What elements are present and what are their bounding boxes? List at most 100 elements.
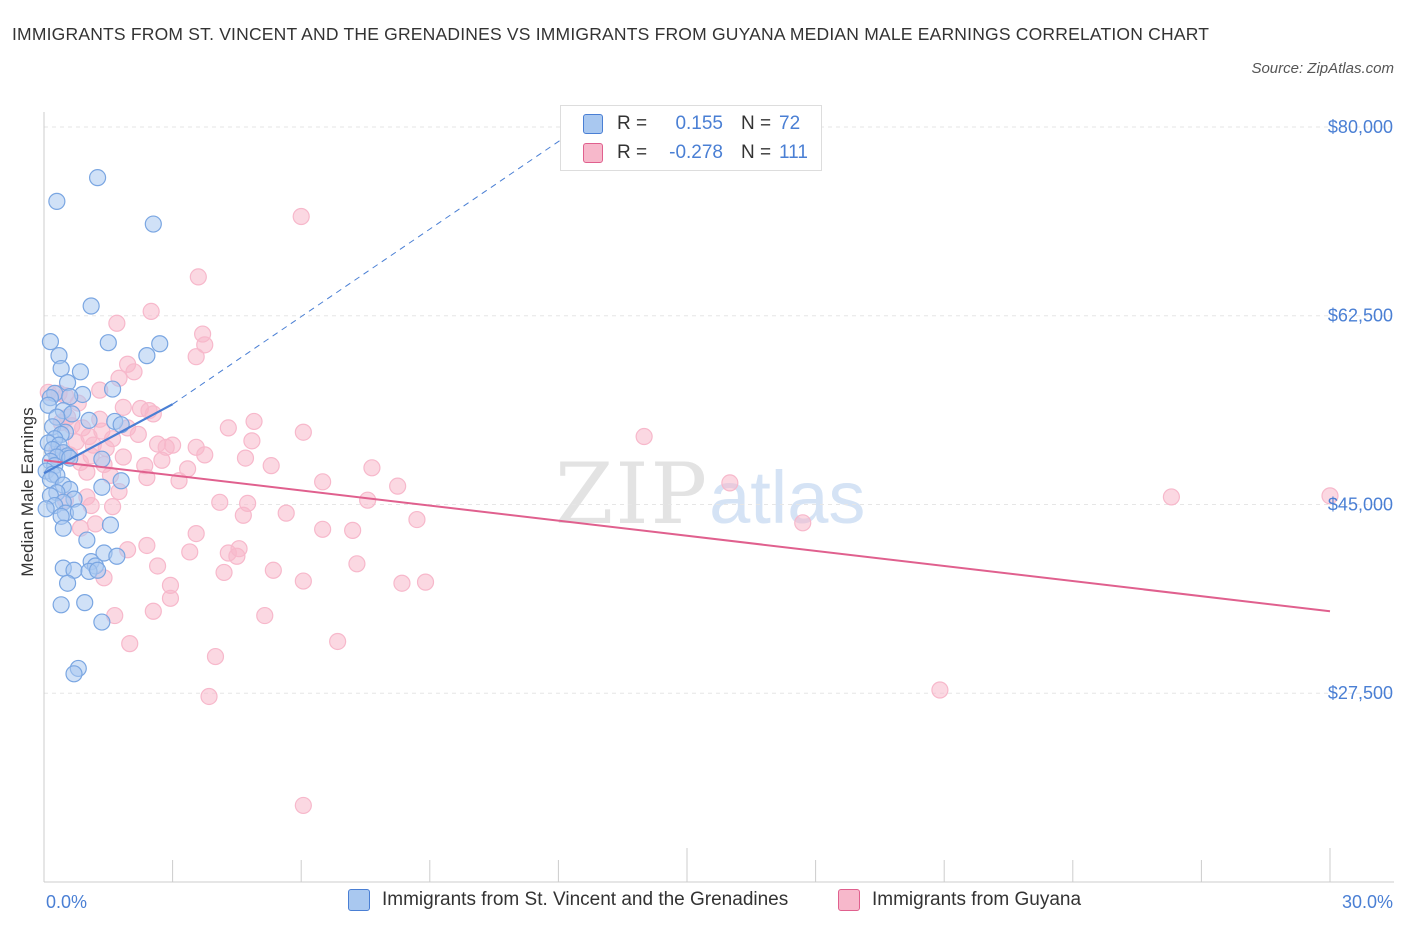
data-point-guyana — [314, 473, 332, 491]
data-point-guyana — [236, 449, 255, 467]
watermark-zip: ZIP — [555, 445, 710, 543]
data-point-st-vincent — [101, 516, 120, 534]
data-point-guyana — [206, 647, 225, 666]
data-point-guyana — [114, 398, 132, 417]
data-point-guyana — [200, 687, 218, 706]
data-point-guyana — [125, 363, 143, 381]
data-point-guyana — [294, 796, 312, 815]
data-point-guyana — [264, 561, 282, 579]
trend-line-guyana — [43, 459, 1331, 613]
legend-label: Immigrants from Guyana — [872, 889, 1082, 910]
data-point-st-vincent — [88, 169, 107, 187]
data-point-guyana — [153, 451, 171, 469]
data-point-guyana — [196, 336, 214, 354]
y-tick-label: $45,000 — [1328, 494, 1393, 514]
data-point-guyana — [148, 557, 167, 575]
data-point-st-vincent — [52, 596, 70, 614]
data-point-guyana — [292, 207, 310, 226]
data-point-st-vincent — [151, 335, 169, 353]
grid-lines — [44, 126, 1394, 694]
data-point-guyana — [329, 632, 347, 651]
data-point-guyana — [138, 536, 156, 555]
data-point-guyana — [142, 302, 160, 321]
legend-item-st-vincent: Immigrants from St. Vincent and the Gren… — [348, 889, 788, 911]
n-value: 72 — [779, 113, 801, 134]
legend-swatch-pink — [838, 889, 860, 911]
n-label: N = — [741, 113, 772, 134]
r-label: R = — [617, 113, 648, 134]
watermark: ZIPatlas — [555, 445, 865, 543]
data-point-guyana — [348, 555, 366, 573]
data-point-guyana — [78, 463, 96, 481]
data-point-guyana — [363, 459, 381, 477]
data-point-guyana — [408, 510, 426, 529]
y-tick-label: $62,500 — [1328, 306, 1393, 326]
data-point-st-vincent — [138, 347, 156, 365]
data-point-st-vincent — [54, 519, 72, 537]
data-point-st-vincent — [39, 396, 57, 414]
legend-swatch-blue — [348, 889, 370, 911]
data-point-st-vincent — [93, 478, 111, 496]
n-label: N = — [741, 142, 772, 163]
r-label: R = — [617, 142, 648, 163]
data-point-st-vincent — [93, 450, 111, 468]
data-point-st-vincent — [48, 192, 66, 210]
data-point-st-vincent — [93, 613, 111, 631]
data-point-guyana — [1321, 487, 1339, 505]
series-guyana — [39, 207, 1339, 815]
data-point-guyana — [211, 493, 229, 511]
legend-swatch-pink — [583, 143, 603, 163]
data-point-st-vincent — [99, 334, 117, 352]
data-point-guyana — [359, 491, 377, 509]
data-point-guyana — [196, 446, 214, 464]
data-point-st-vincent — [41, 333, 60, 351]
data-point-st-vincent — [108, 547, 126, 565]
data-point-guyana — [189, 268, 207, 286]
data-point-st-vincent — [112, 416, 130, 434]
series-st-vincent — [37, 169, 169, 683]
data-point-guyana — [314, 520, 332, 538]
data-point-guyana — [86, 515, 105, 533]
data-point-guyana — [181, 543, 199, 561]
data-point-st-vincent — [88, 561, 107, 579]
chart-title: IMMIGRANTS FROM ST. VINCENT AND THE GREN… — [12, 24, 1210, 44]
data-point-st-vincent — [71, 363, 90, 381]
trend-line-st-vincent — [43, 403, 174, 475]
x-tick-label: 30.0% — [1342, 892, 1393, 912]
legend-row-st-vincent: R = 0.155 N = 72 — [583, 111, 800, 137]
data-point-st-vincent — [82, 297, 100, 315]
data-point-st-vincent — [65, 665, 83, 683]
data-point-guyana — [219, 419, 237, 437]
legend-item-guyana: Immigrants from Guyana — [838, 889, 1081, 911]
data-point-guyana — [114, 448, 132, 466]
data-point-guyana — [393, 574, 411, 592]
trend-extension-st-vincent — [172, 126, 581, 405]
data-point-guyana — [931, 681, 949, 699]
data-point-guyana — [108, 314, 126, 332]
data-point-guyana — [344, 521, 362, 539]
data-point-guyana — [389, 477, 407, 495]
data-point-st-vincent — [144, 215, 162, 233]
data-point-st-vincent — [69, 503, 87, 521]
x-tick-label: 0.0% — [46, 892, 87, 912]
r-value: -0.278 — [669, 142, 723, 163]
data-point-guyana — [230, 540, 248, 558]
data-point-st-vincent — [103, 380, 122, 398]
data-point-guyana — [277, 504, 295, 522]
data-point-st-vincent — [112, 472, 130, 490]
data-point-st-vincent — [80, 411, 98, 429]
data-point-guyana — [187, 348, 205, 366]
y-tick-label: $27,500 — [1328, 683, 1393, 703]
data-point-guyana — [243, 432, 261, 450]
y-tick-label: $80,000 — [1328, 117, 1393, 137]
data-point-st-vincent — [78, 531, 96, 549]
data-point-guyana — [144, 602, 162, 620]
data-point-guyana — [161, 589, 180, 607]
source-label: Source: ZipAtlas.com — [1251, 60, 1394, 77]
data-point-guyana — [416, 573, 435, 591]
r-value: 0.155 — [675, 113, 723, 134]
data-point-st-vincent — [58, 373, 77, 392]
data-point-st-vincent — [58, 574, 77, 592]
y-axis-title: Median Male Earnings — [18, 407, 37, 576]
